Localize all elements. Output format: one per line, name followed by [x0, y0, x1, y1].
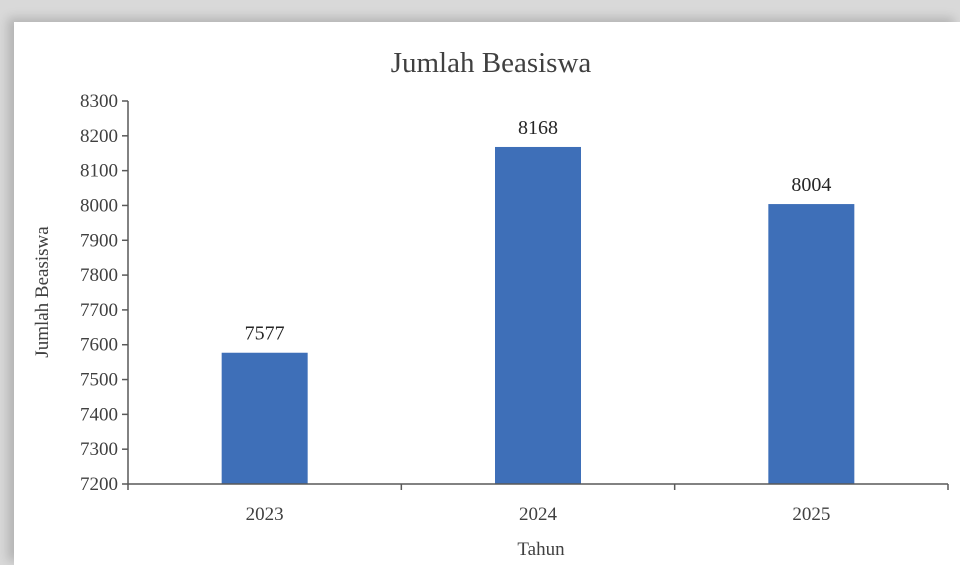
- bar-data-labels: 7577 8168 8004: [245, 117, 832, 345]
- bar-2024: [495, 146, 581, 484]
- bar-2023: [221, 352, 308, 484]
- y-tick-label: 7500: [80, 370, 118, 391]
- y-tick-label: 7200: [80, 474, 118, 495]
- y-axis-ticks: 7200 7300 7400 7500 7600 7700 7800 7900 8000 8100…: [80, 91, 128, 495]
- y-tick-label: 7300: [80, 439, 118, 460]
- y-tick-label: 7700: [80, 300, 118, 321]
- x-tick-label-2023: 2023: [246, 504, 284, 525]
- y-tick-label: 8000: [80, 195, 118, 216]
- y-tick-label: 7800: [80, 265, 118, 286]
- y-tick-label: 7400: [80, 404, 118, 425]
- y-tick-label: 8300: [80, 91, 118, 112]
- data-label-2023: 7577: [245, 323, 285, 345]
- data-label-2024: 8168: [518, 117, 558, 139]
- bar-2025: [768, 204, 855, 484]
- y-tick-label: 8100: [80, 161, 118, 182]
- x-tick-label-2024: 2024: [519, 504, 558, 525]
- y-tick-label: 7900: [80, 230, 118, 251]
- x-tick-label-2025: 2025: [792, 504, 830, 525]
- bars: [221, 146, 855, 484]
- data-label-2025: 8004: [791, 174, 831, 196]
- x-axis-ticks: 2023 2024 2025: [127, 484, 949, 525]
- y-axis-title: Jumlah Beasiswa: [32, 226, 53, 358]
- chart-title: Jumlah Beasiswa: [391, 47, 592, 79]
- y-tick-label: 8200: [80, 126, 118, 147]
- y-tick-label: 7600: [80, 335, 118, 356]
- x-axis-title: Tahun: [517, 539, 565, 560]
